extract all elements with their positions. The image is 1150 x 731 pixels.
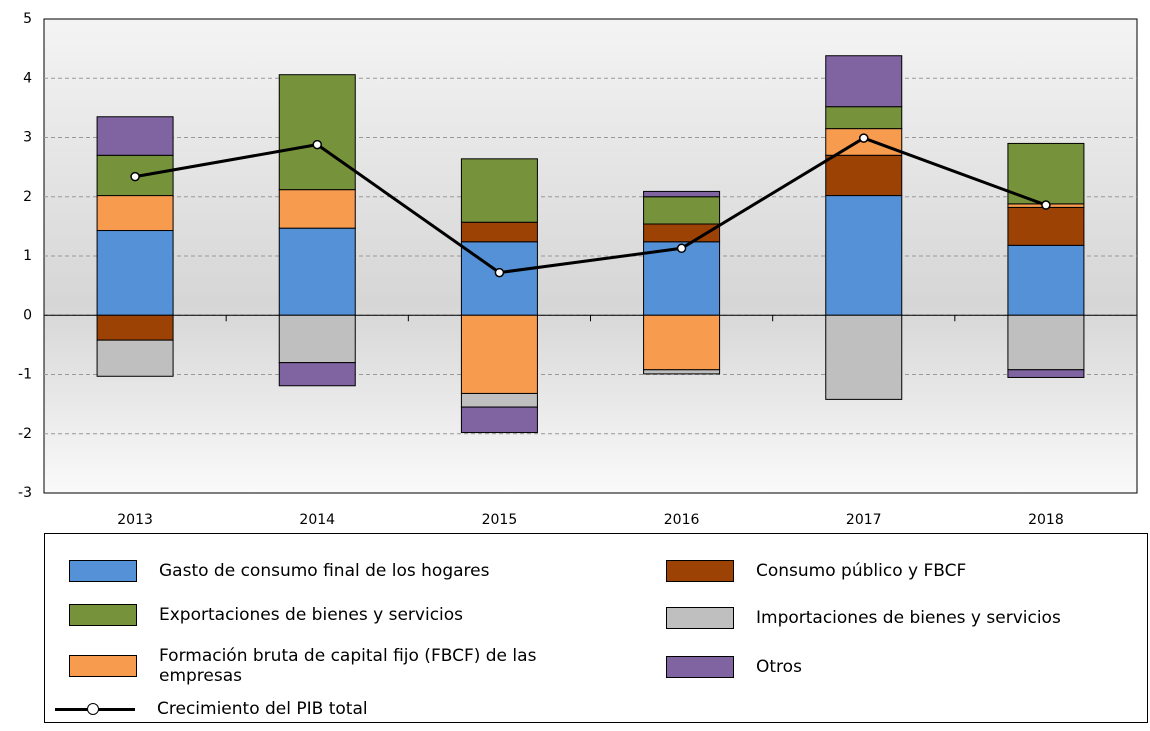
line	[134, 136, 1047, 275]
line-marker	[1041, 200, 1051, 210]
page: {"chart_data":{"type":"bar","stacked":tr…	[18, 11, 1148, 723]
bar-segment	[825, 195, 903, 316]
bar-segment	[278, 227, 356, 316]
bar-segment	[825, 314, 903, 400]
bar-segment	[278, 189, 356, 229]
legend-label: Exportaciones de bienes y servicios	[159, 605, 464, 625]
bar-segment	[643, 241, 721, 316]
bar-segment	[96, 339, 174, 377]
y-tick-label: -3	[18, 485, 32, 501]
legend-item: Exportaciones de bienes y servicios	[69, 593, 539, 637]
legend-label: Importaciones de bienes y servicios	[756, 608, 1061, 628]
bar-segment	[460, 392, 538, 408]
legend-swatch	[666, 607, 734, 629]
bar-segment	[1007, 244, 1085, 316]
legend-item: Otros	[666, 645, 1136, 689]
bar-segment	[1007, 369, 1085, 378]
line-marker	[494, 267, 505, 278]
bar-segment	[96, 195, 174, 232]
legend-label: Crecimiento del PIB total	[157, 699, 368, 719]
line-marker	[312, 139, 322, 150]
y-tick-label: -2	[18, 426, 32, 442]
bar-segment	[96, 116, 174, 156]
x-tick-label: 2014	[299, 512, 335, 528]
bar-segment	[643, 369, 721, 375]
y-tick-label: 0	[23, 307, 32, 323]
bar-segment	[96, 230, 174, 316]
bar-segment	[278, 362, 356, 387]
bar-segment	[825, 55, 903, 108]
bar-segment	[825, 154, 903, 197]
legend-label: Gasto de consumo final de los hogares	[159, 561, 490, 581]
legend-swatch	[69, 604, 137, 626]
line-marker	[859, 133, 869, 143]
y-tick-label: 3	[23, 130, 32, 146]
legend-swatch	[666, 656, 734, 678]
bar-segment	[643, 196, 721, 225]
bar-segment	[278, 74, 356, 191]
x-tick-label: 2015	[482, 512, 518, 528]
y-tick-label: 1	[23, 248, 32, 264]
legend-swatch	[69, 560, 137, 582]
legend-label: Formación bruta de capital fijo (FBCF) d…	[159, 646, 537, 686]
legend-swatch	[666, 560, 734, 582]
bar-segment	[460, 406, 538, 434]
bar-segment	[96, 314, 174, 341]
bar-segment	[460, 221, 538, 243]
y-tick-label: -1	[18, 367, 32, 383]
legend-item: Importaciones de bienes y servicios	[666, 596, 1136, 640]
legend-label: Otros	[756, 657, 802, 677]
legend-label: Consumo público y FBCF	[756, 561, 967, 581]
bar-segment	[460, 314, 538, 394]
x-tick-label: 2017	[846, 512, 882, 528]
bar-segment	[643, 190, 721, 198]
legend: Gasto de consumo final de los hogares Con…	[44, 533, 1148, 723]
bar-segment	[1007, 142, 1085, 205]
chart: -3 -2 -1 0 1 2 3 4 5 2013 2014 2015 2016 2017 2018	[18, 11, 1138, 528]
bar-segment	[278, 314, 356, 364]
legend-item: Consumo público y FBCF	[666, 549, 1136, 593]
legend-item: Gasto de consumo final de los hogares	[69, 549, 539, 593]
bar-segment	[1007, 206, 1085, 246]
legend-swatch	[55, 703, 135, 715]
y-tick-label: 4	[23, 70, 32, 86]
legend-swatch	[69, 655, 137, 677]
line-marker	[676, 243, 687, 254]
bar-segment	[825, 106, 903, 130]
x-tick-label: 2018	[1028, 512, 1064, 528]
legend-item: Crecimiento del PIB total	[55, 687, 537, 731]
bar-segment	[643, 314, 721, 371]
y-tick-label: 2	[23, 189, 32, 205]
x-tick-label: 2016	[664, 512, 700, 528]
line-marker	[130, 171, 140, 182]
legend-item: Formación bruta de capital fijo (FBCF) d…	[69, 644, 619, 688]
bar-segment	[460, 158, 538, 223]
y-tick-label: 5	[23, 11, 32, 27]
bar-segment	[1007, 314, 1085, 371]
x-tick-label: 2013	[117, 512, 153, 528]
